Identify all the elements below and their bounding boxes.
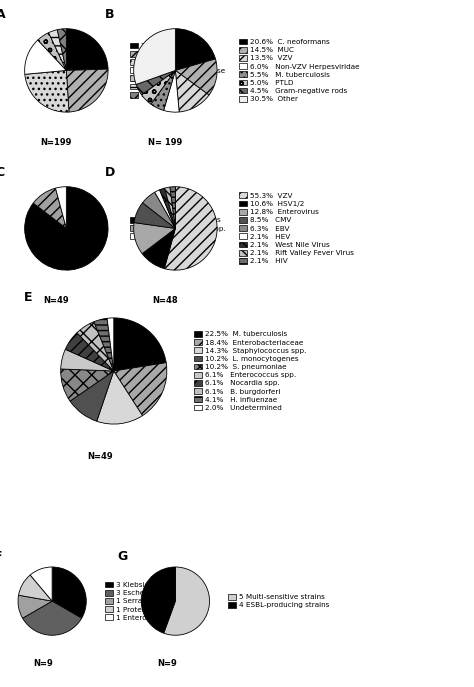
- Wedge shape: [65, 333, 114, 371]
- Wedge shape: [18, 575, 52, 601]
- Wedge shape: [141, 567, 175, 633]
- Wedge shape: [70, 371, 114, 421]
- Wedge shape: [143, 192, 175, 228]
- Wedge shape: [134, 223, 175, 254]
- Wedge shape: [25, 40, 66, 74]
- Wedge shape: [57, 29, 66, 71]
- Text: N=199: N=199: [40, 137, 72, 146]
- Wedge shape: [136, 71, 175, 95]
- Wedge shape: [25, 187, 108, 270]
- Wedge shape: [66, 69, 108, 112]
- Text: N=9: N=9: [34, 659, 54, 668]
- Wedge shape: [134, 29, 175, 85]
- Text: E: E: [24, 291, 32, 304]
- Wedge shape: [33, 188, 66, 228]
- Wedge shape: [114, 363, 167, 416]
- Legend: 3 Klebsiella pneumoniae, 3 Escherichia coli, 1 Serratia marcescens, 1 Proteus mi: 3 Klebsiella pneumoniae, 3 Escherichia c…: [105, 582, 204, 620]
- Text: N=49: N=49: [88, 453, 113, 462]
- Wedge shape: [38, 33, 66, 71]
- Wedge shape: [164, 567, 210, 635]
- Wedge shape: [97, 371, 143, 424]
- Legend: 24.5%  Fungi, 24.5%  Bacteria, 24.5%  Viruses, 14.5%  Unknown cause, 5.0%   Neop: 24.5% Fungi, 24.5% Bacteria, 24.5% Virus…: [130, 43, 225, 98]
- Legend: 20.6%  C. neoformans, 14.5%  MUC, 13.5%  VZV, 6.0%   Non-VZV Herpesviridae, 5.5%: 20.6% C. neoformans, 14.5% MUC, 13.5% VZ…: [239, 38, 360, 102]
- Wedge shape: [164, 71, 179, 112]
- Legend: 85.4%  C. neoformans, 10.4%  Aspergillus spp., 4.2%   Rhizopus spp.: 85.4% C. neoformans, 10.4% Aspergillus s…: [130, 217, 226, 240]
- Wedge shape: [170, 187, 175, 228]
- Wedge shape: [55, 187, 66, 228]
- Wedge shape: [66, 29, 108, 71]
- Text: N=9: N=9: [157, 659, 177, 668]
- Text: A: A: [0, 8, 5, 21]
- Wedge shape: [52, 567, 86, 618]
- Wedge shape: [175, 59, 217, 95]
- Wedge shape: [155, 190, 175, 228]
- Wedge shape: [142, 71, 175, 104]
- Wedge shape: [49, 30, 66, 71]
- Wedge shape: [164, 187, 217, 270]
- Legend: 55.3%  VZV, 10.6%  HSV1/2, 12.8%  Enterovirus, 8.5%   CMV, 6.3%   EBV, 2.1%   HE: 55.3% VZV, 10.6% HSV1/2, 12.8% Enterovir…: [239, 192, 354, 264]
- Text: B: B: [104, 8, 114, 21]
- Text: N= 199: N= 199: [148, 137, 182, 146]
- Wedge shape: [160, 188, 175, 228]
- Wedge shape: [18, 595, 52, 618]
- Wedge shape: [30, 567, 52, 601]
- Wedge shape: [142, 228, 175, 269]
- Text: D: D: [104, 166, 115, 179]
- Wedge shape: [107, 318, 114, 371]
- Wedge shape: [61, 349, 114, 371]
- Wedge shape: [134, 203, 175, 228]
- Wedge shape: [23, 601, 82, 635]
- Text: G: G: [118, 550, 128, 563]
- Wedge shape: [61, 369, 114, 401]
- Wedge shape: [77, 322, 114, 371]
- Wedge shape: [25, 71, 69, 112]
- Legend: 22.5%  M. tuberculosis, 18.4%  Enterobacteriaceae, 14.3%  Staphylococcus spp., 1: 22.5% M. tuberculosis, 18.4% Enterobacte…: [194, 331, 306, 411]
- Wedge shape: [164, 187, 175, 228]
- Wedge shape: [175, 29, 216, 71]
- Wedge shape: [114, 318, 166, 371]
- Wedge shape: [175, 71, 209, 112]
- Text: N=48: N=48: [152, 295, 178, 304]
- Text: F: F: [0, 550, 3, 563]
- Wedge shape: [94, 318, 114, 371]
- Wedge shape: [151, 71, 175, 111]
- Legend: 5 Multi-sensitive strains, 4 ESBL-producing strains: 5 Multi-sensitive strains, 4 ESBL-produc…: [228, 594, 329, 609]
- Text: N=49: N=49: [43, 295, 69, 304]
- Text: C: C: [0, 166, 5, 179]
